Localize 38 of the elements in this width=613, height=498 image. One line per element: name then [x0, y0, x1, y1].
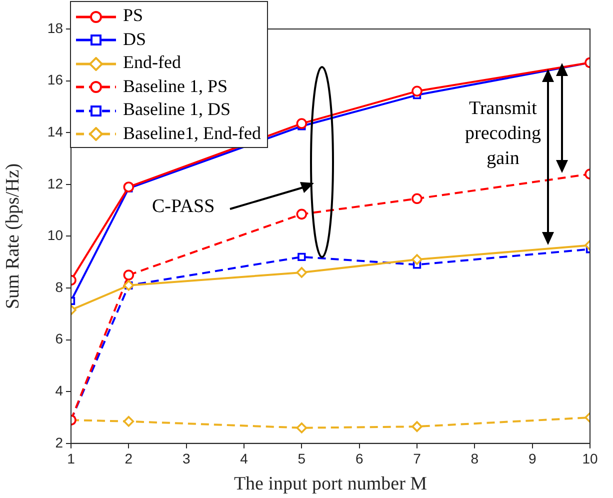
- legend-label: DS: [123, 28, 146, 48]
- annotation: C-PASS: [152, 196, 215, 218]
- x-tick-label: 5: [298, 450, 306, 467]
- y-tick-label: 14: [47, 123, 64, 140]
- point: [296, 422, 308, 434]
- x-tick-label: 1: [67, 450, 76, 467]
- x-axis-title: The input port number M: [234, 474, 428, 495]
- y-tick-label: 18: [47, 20, 64, 36]
- x-tick-label: 9: [528, 450, 536, 467]
- x-tick-label: 7: [413, 450, 422, 467]
- legend-label: Baseline1, End-fed: [123, 122, 261, 142]
- y-axis-title: Sum Rate (bps/Hz): [2, 163, 24, 310]
- point: [412, 86, 422, 97]
- y-tick-label: 12: [47, 175, 64, 192]
- point: [412, 254, 422, 265]
- x-tick-label: 8: [470, 450, 479, 467]
- annotation: Transmit precoding gain: [464, 97, 542, 171]
- legend-label: Baseline 1, PS: [123, 76, 228, 96]
- point: [296, 118, 308, 129]
- y-tick-label: 4: [55, 382, 64, 398]
- point: [298, 252, 306, 261]
- y-tick-label: 6: [55, 330, 64, 347]
- legend-label: End-fed: [123, 52, 181, 72]
- point: [296, 267, 308, 278]
- y-tick-label: 8: [55, 278, 64, 295]
- x-tick-label: 4: [240, 450, 248, 467]
- x-tick-label: 2: [124, 450, 133, 467]
- x-tick-label: 3: [182, 450, 190, 467]
- point: [412, 421, 422, 432]
- y-tick-label: 10: [47, 227, 64, 244]
- y-tick-label: 2: [55, 434, 64, 450]
- point: [296, 208, 308, 220]
- x-tick-label: 10: [582, 450, 598, 467]
- x-tick-label: 6: [355, 450, 364, 467]
- y-tick-label: 16: [47, 72, 64, 88]
- legend-label: PS: [123, 5, 144, 25]
- point: [412, 193, 422, 204]
- legend-label: Baseline 1, DS: [123, 99, 230, 119]
